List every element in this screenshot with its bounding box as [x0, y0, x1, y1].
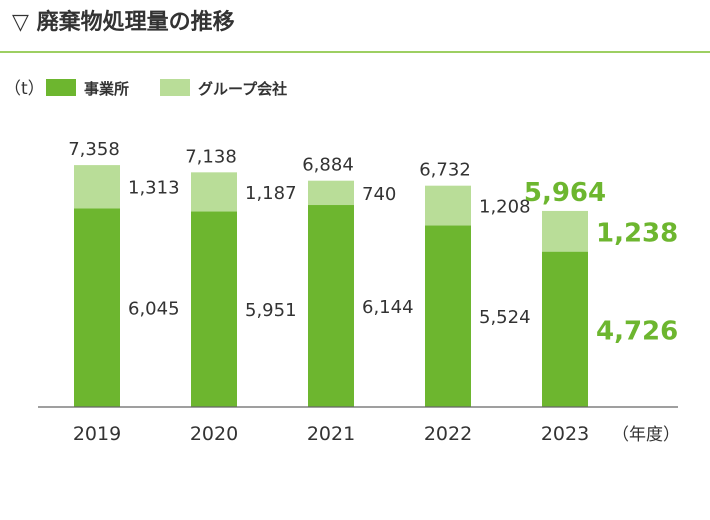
office-value-label-2023: 4,726	[596, 316, 678, 346]
bar-office-2019	[74, 208, 120, 407]
office-value-label-2020: 5,951	[245, 300, 297, 321]
bar-office-2020	[191, 211, 237, 407]
total-label-2023: 5,964	[524, 178, 606, 208]
x-tick-label: 2021	[307, 423, 355, 445]
legend-label-office: 事業所	[84, 80, 129, 98]
legend-label-group: グループ会社	[198, 80, 287, 98]
x-tick-label: 2019	[73, 423, 121, 445]
legend-swatch-group	[160, 79, 190, 96]
y-unit-label: （t）	[4, 79, 45, 99]
bar-group-2022	[425, 185, 471, 226]
office-value-label-2021: 6,144	[362, 297, 414, 318]
total-label-2022: 6,732	[419, 160, 471, 181]
legend-swatch-office	[46, 79, 76, 96]
total-label-2021: 6,884	[302, 155, 354, 176]
bar-office-2021	[308, 205, 354, 407]
bar-group-2019	[74, 165, 120, 209]
title-underline	[0, 51, 710, 53]
group-value-label-2021: 740	[362, 184, 396, 205]
office-value-label-2022: 5,524	[479, 307, 531, 328]
bar-group-2020	[191, 172, 237, 212]
x-tick-label: 2020	[190, 423, 238, 445]
bar-office-2022	[425, 225, 471, 407]
chart-title: ▽ 廃棄物処理量の推移	[12, 10, 235, 35]
total-label-2019: 7,358	[68, 139, 120, 160]
group-value-label-2019: 1,313	[128, 178, 180, 199]
bar-group: 2019 7,358 1,313 6,045 2020 7,138 1,187 5,951 20…	[68, 139, 678, 445]
office-value-label-2019: 6,045	[128, 299, 180, 320]
total-label-2020: 7,138	[185, 146, 237, 167]
bar-group-2021	[308, 180, 354, 206]
group-value-label-2022: 1,208	[479, 197, 531, 218]
bar-group-2023	[542, 210, 588, 252]
x-tick-label: 2022	[424, 423, 472, 445]
group-value-label-2023: 1,238	[596, 218, 678, 248]
group-value-label-2020: 1,187	[245, 183, 297, 204]
x-unit-label: （年度）	[612, 425, 680, 445]
x-tick-label: 2023	[541, 423, 589, 445]
bar-office-2023	[542, 251, 588, 407]
